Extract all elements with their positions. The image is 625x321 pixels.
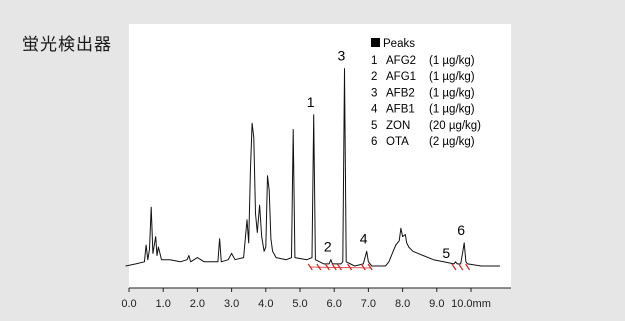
x-tick-label: 2.0: [190, 298, 205, 310]
integration-marker: [458, 263, 464, 271]
x-tick-label: 7.0: [361, 298, 376, 310]
legend-entry-name: AFB1: [386, 104, 415, 116]
legend-entry-number: 3: [371, 87, 377, 99]
peak-label: 2: [324, 239, 332, 255]
legend-entry-name: AFB2: [386, 87, 415, 99]
legend-entry-name: ZON: [386, 120, 410, 132]
legend-marker: [371, 38, 380, 47]
integration-marker: [367, 263, 373, 271]
integration-marker: [360, 263, 366, 271]
integration-baseline: [310, 266, 371, 269]
x-tick-label: 10.0mm: [451, 298, 491, 310]
legend-entry-concentration: (2 µg/kg): [429, 136, 475, 148]
x-tick-label: 1.0: [156, 298, 171, 310]
x-tick-label: 3.0: [224, 298, 239, 310]
legend-entry-concentration: (1 µg/kg): [429, 104, 475, 116]
legend-entry-number: 5: [371, 120, 377, 132]
legend-entry-concentration: (1 µg/kg): [429, 55, 475, 67]
plot-area: [129, 24, 511, 288]
legend: Peaks 1 AFG2 (1 µg/kg) 2 AFG1 (1 µg/kg) 3 AFB2 (…: [371, 38, 481, 148]
legend-entry-number: 4: [371, 104, 378, 116]
x-tick-label: 0.0: [121, 298, 136, 310]
peak-label: 6: [457, 222, 465, 238]
legend-entry-name: AFG2: [386, 55, 416, 67]
legend-entry-number: 1: [371, 55, 377, 67]
legend-entry-concentration: (20 µg/kg): [429, 120, 481, 132]
legend-entry-number: 6: [371, 136, 377, 148]
x-tick-label: 5.0: [292, 298, 307, 310]
legend-entry-number: 2: [371, 71, 377, 83]
legend-title: Peaks: [383, 38, 415, 50]
legend-entry-concentration: (1 µg/kg): [429, 71, 475, 83]
integration-marker: [465, 263, 471, 271]
peak-label: 3: [338, 48, 346, 64]
legend-entry-name: OTA: [386, 136, 409, 148]
x-axis: 0.0 1.0 2.0 3.0 4.0 5.0 6.0 7.0 8.0 9.0 10.0mm: [121, 287, 511, 310]
peak-label: 5: [442, 245, 450, 261]
trace-layer: [125, 68, 501, 267]
x-tick-label: 9.0: [429, 298, 444, 310]
x-tick-label: 8.0: [395, 298, 410, 310]
x-tick-label: 4.0: [258, 298, 273, 310]
x-tick-label: 6.0: [327, 298, 342, 310]
integration-marker: [347, 263, 353, 271]
detector-label: 蛍光検出器: [22, 35, 112, 54]
peak-label: 1: [307, 94, 315, 110]
integration-marker: [336, 263, 342, 271]
peak-label: 4: [360, 230, 368, 246]
integration-marker: [451, 263, 457, 271]
legend-entry-name: AFG1: [386, 71, 416, 83]
chromatogram-trace: [125, 68, 501, 267]
legend-entry-concentration: (1 µg/kg): [429, 87, 475, 99]
